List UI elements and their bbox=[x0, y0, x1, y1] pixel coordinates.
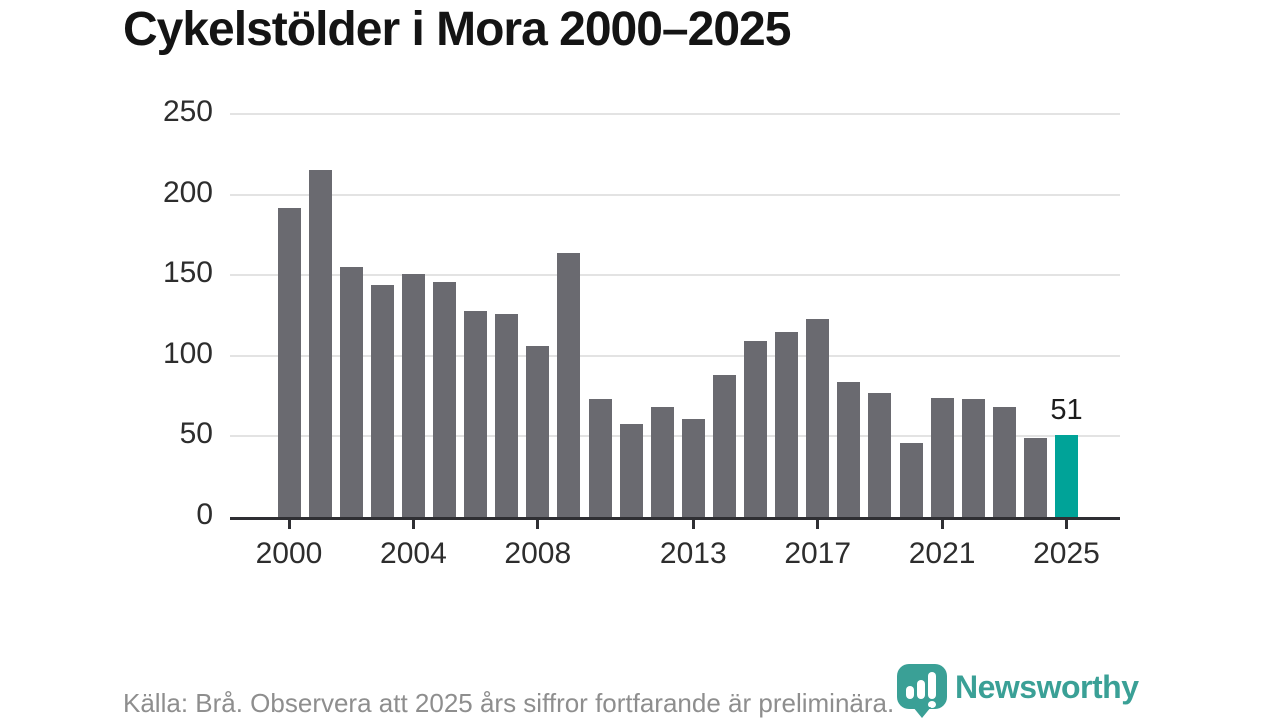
bar-2021 bbox=[930, 397, 954, 517]
x-tick-mark bbox=[1065, 520, 1068, 529]
source-note: Källa: Brå. Observera att 2025 års siffr… bbox=[123, 688, 895, 718]
x-tick-label: 2013 bbox=[659, 537, 727, 570]
y-tick-label: 250 bbox=[162, 95, 213, 128]
newsworthy-wordmark: Newsworthy bbox=[955, 669, 1139, 705]
gridline bbox=[230, 193, 1120, 196]
x-tick-mark bbox=[816, 520, 820, 529]
bar-2025 bbox=[1055, 434, 1078, 517]
gridline bbox=[230, 435, 1120, 438]
logo-bubble-tail bbox=[913, 707, 931, 718]
gridline bbox=[230, 113, 1120, 115]
bar-2016 bbox=[775, 331, 799, 517]
y-tick-label: 200 bbox=[162, 175, 213, 209]
bar-2022 bbox=[961, 399, 985, 517]
y-tick-label: 0 bbox=[196, 498, 213, 531]
bar-2018 bbox=[837, 381, 861, 517]
x-tick-label: 2017 bbox=[784, 537, 852, 570]
bar-2011 bbox=[619, 423, 643, 517]
bar-2001 bbox=[308, 170, 332, 517]
bar-value-label: 51 bbox=[1050, 393, 1083, 426]
gridline bbox=[230, 354, 1120, 357]
bar-2007 bbox=[495, 313, 519, 517]
bar-2015 bbox=[744, 341, 767, 517]
bar-2009 bbox=[557, 252, 581, 517]
gridline bbox=[230, 274, 1120, 277]
bar-2012 bbox=[650, 407, 674, 517]
x-tick-label: 2004 bbox=[380, 537, 447, 570]
bar-2006 bbox=[464, 310, 488, 517]
chart-title: Cykelstölder i Mora 2000–2025 bbox=[123, 3, 791, 56]
newsworthy-bar-chart-bubble-icon bbox=[897, 664, 947, 718]
bar-2020 bbox=[899, 442, 923, 517]
bar-2008 bbox=[526, 346, 550, 517]
bar-2017 bbox=[806, 318, 830, 517]
newsworthy-logo: Newsworthy bbox=[897, 664, 1139, 718]
x-tick-label: 2000 bbox=[255, 537, 323, 570]
logo-bar-short bbox=[906, 686, 914, 699]
x-tick-mark bbox=[287, 520, 291, 529]
bar-2013 bbox=[681, 418, 705, 517]
x-tick-mark bbox=[940, 520, 944, 529]
x-tick-mark bbox=[536, 520, 540, 529]
x-tick-label: 2025 bbox=[1033, 537, 1100, 570]
y-tick-label: 100 bbox=[162, 336, 213, 370]
bar-2005 bbox=[433, 281, 456, 517]
x-tick-mark bbox=[691, 520, 695, 529]
y-tick-label: 150 bbox=[162, 256, 213, 290]
bar-2023 bbox=[992, 407, 1016, 517]
bar-2014 bbox=[712, 375, 736, 517]
bar-2000 bbox=[277, 207, 301, 517]
logo-bar-medium bbox=[917, 680, 925, 699]
bar-2002 bbox=[339, 267, 363, 517]
bar-2019 bbox=[868, 392, 892, 517]
bar-2010 bbox=[588, 399, 612, 517]
bar-2003 bbox=[370, 284, 394, 517]
y-tick-label: 50 bbox=[179, 417, 213, 451]
x-tick-label: 2021 bbox=[908, 537, 976, 570]
bar-2024 bbox=[1023, 438, 1047, 517]
bar-2004 bbox=[401, 273, 425, 517]
x-tick-label: 2008 bbox=[504, 537, 572, 570]
x-tick-mark bbox=[411, 520, 415, 529]
logo-dot bbox=[928, 701, 936, 708]
plot-area: 0 50 100 150 200 250 51 2000 2004 2008 2013 2017 202… bbox=[163, 95, 1120, 570]
logo-bar-tall bbox=[928, 672, 936, 699]
